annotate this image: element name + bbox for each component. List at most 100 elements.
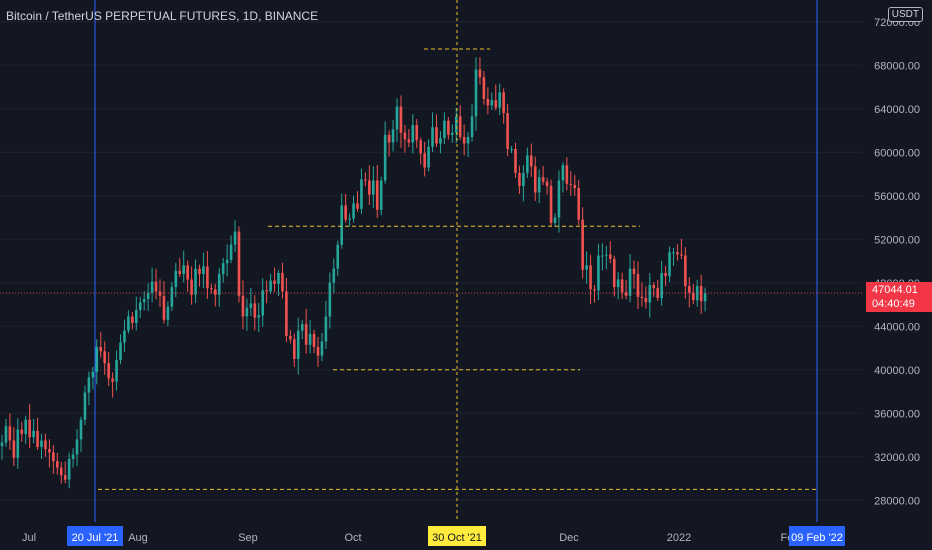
candle-body	[324, 316, 328, 342]
candle-body	[225, 259, 229, 264]
candle-body	[628, 268, 632, 296]
candle-body	[695, 286, 699, 301]
candle-body	[4, 426, 8, 443]
candle-body	[217, 274, 221, 295]
candle-body	[577, 188, 580, 220]
candle-body	[316, 346, 320, 356]
candle-body	[95, 346, 99, 372]
candle-body	[652, 284, 656, 289]
candle-body	[182, 265, 185, 275]
x-tick-label: Oct	[344, 532, 361, 544]
candle-body	[12, 440, 16, 458]
candle-body	[150, 281, 154, 293]
candle-body	[466, 137, 470, 144]
candle-body	[273, 280, 276, 284]
candle-body	[648, 284, 652, 303]
currency-label[interactable]: USDT	[887, 7, 923, 22]
candle-body	[320, 341, 324, 356]
date-tag-label: 30 Oct '21	[432, 532, 482, 544]
candle-body	[549, 185, 553, 223]
candle-body	[553, 217, 557, 223]
candle-body	[660, 272, 663, 298]
candle-body	[387, 134, 391, 143]
date-tag-bg	[67, 526, 123, 546]
candle-body	[8, 426, 12, 441]
candle-body	[569, 183, 573, 185]
candle-body	[672, 252, 675, 254]
candle-body	[451, 132, 454, 135]
candle-body	[304, 324, 308, 345]
candle-body	[16, 429, 20, 458]
candle-body	[285, 291, 288, 337]
candle-body	[210, 288, 213, 290]
y-tick-label: 56000.00	[874, 191, 920, 203]
candle-body	[154, 281, 158, 292]
candle-body	[372, 180, 375, 195]
date-tag-bg	[428, 526, 486, 546]
candle-body	[605, 254, 608, 256]
candle-body	[52, 452, 55, 462]
candle-body	[447, 120, 450, 135]
candle-body	[375, 180, 379, 210]
last-price-tag: 47044.01 04:40:49	[866, 282, 932, 312]
candle-body	[474, 69, 478, 117]
candle-body	[221, 263, 225, 275]
candle-body	[0, 442, 4, 447]
candle-body	[510, 148, 513, 150]
candle-body	[545, 181, 549, 186]
candle-body	[632, 268, 636, 275]
candle-body	[557, 180, 561, 218]
candle-body	[28, 419, 31, 438]
candle-body	[352, 203, 355, 219]
candle-body	[194, 268, 197, 295]
candle-body	[202, 266, 205, 275]
candle-body	[703, 293, 707, 302]
candle-body	[537, 177, 541, 193]
candle-body	[32, 430, 35, 438]
candle-body	[336, 244, 340, 269]
candle-body	[340, 205, 343, 245]
candle-body	[170, 287, 174, 307]
candle-body	[383, 134, 387, 181]
candle-body	[135, 309, 138, 323]
candle-body	[356, 203, 359, 209]
candle-body	[680, 254, 683, 256]
candle-body	[261, 290, 264, 316]
candle-body	[368, 180, 371, 195]
chart-title: Bitcoin / TetherUS PERPETUAL FUTURES, 1D…	[6, 9, 319, 23]
y-tick-label: 40000.00	[874, 365, 920, 377]
candle-body	[40, 440, 43, 447]
candle-body	[514, 148, 517, 173]
candle-body	[249, 303, 253, 308]
candle-body	[454, 116, 458, 133]
candle-body	[699, 286, 703, 302]
candle-body	[427, 146, 430, 168]
candle-body	[533, 166, 537, 193]
candle-body	[360, 179, 363, 209]
candle-body	[253, 303, 257, 318]
candle-body	[138, 302, 142, 310]
candle-body	[79, 419, 83, 440]
candle-body	[411, 125, 415, 143]
candle-body	[123, 330, 126, 343]
candle-body	[490, 100, 494, 106]
candle-body	[684, 255, 687, 287]
candle-body	[214, 289, 217, 295]
candle-body	[206, 266, 209, 289]
candle-body	[612, 258, 616, 288]
candle-body	[668, 252, 671, 277]
candle-body	[585, 265, 588, 270]
candle-body	[431, 127, 434, 147]
candle-body	[391, 129, 395, 143]
candle-body	[257, 315, 261, 318]
candle-body	[265, 290, 268, 292]
candle-body	[107, 363, 110, 379]
candle-body	[676, 252, 679, 255]
candle-body	[241, 295, 245, 317]
date-tag-label: 20 Jul '21	[72, 532, 119, 544]
candle-body	[312, 333, 316, 347]
candle-body	[75, 439, 79, 455]
date-tag-bg	[789, 526, 845, 546]
